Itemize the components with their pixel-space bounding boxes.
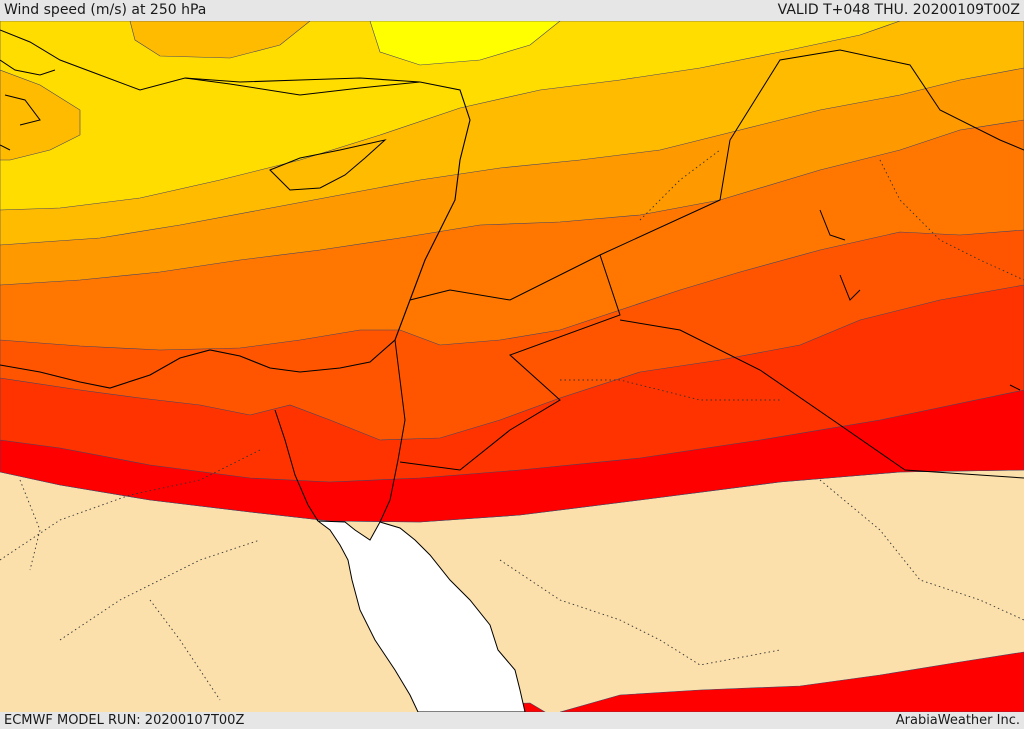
footer-bar: ECMWF MODEL RUN: 20200107T00Z ArabiaWeat… xyxy=(0,712,1024,729)
band-gold xyxy=(0,21,901,211)
band-amber-pocket-2 xyxy=(129,21,311,59)
political-borders xyxy=(399,49,1024,479)
title-bar: Wind speed (m/s) at 250 hPa VALID T+048 … xyxy=(0,0,1024,21)
wind-speed-map xyxy=(0,21,1024,712)
band-red-south xyxy=(559,651,1024,712)
aegean-islands xyxy=(0,59,56,151)
band-yellow xyxy=(369,21,561,66)
band-amber-pocket xyxy=(0,69,81,161)
valid-time: VALID T+048 THU. 20200109T00Z xyxy=(777,2,1020,18)
model-run: ECMWF MODEL RUN: 20200107T00Z xyxy=(4,713,245,728)
turkey-coast xyxy=(0,29,421,96)
credit: ArabiaWeather Inc. xyxy=(895,713,1020,728)
map-title: Wind speed (m/s) at 250 hPa xyxy=(4,2,207,18)
gulf-coast xyxy=(819,209,1021,391)
band-red xyxy=(0,389,1024,523)
cyprus-outline xyxy=(269,139,387,191)
sinai-borders xyxy=(274,339,406,523)
internal-borders xyxy=(0,149,1024,701)
